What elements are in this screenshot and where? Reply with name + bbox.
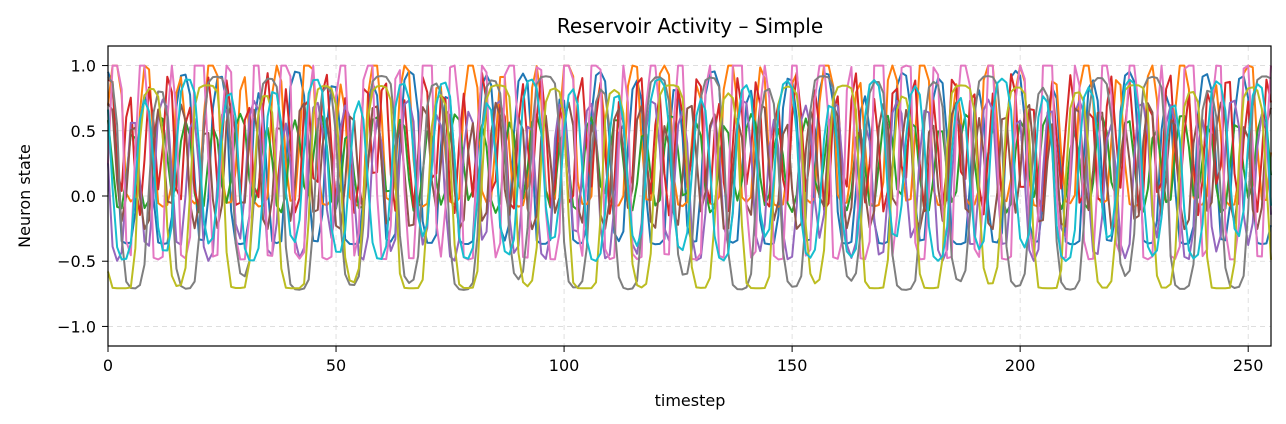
series-line-6 xyxy=(107,101,1272,231)
x-tick-label: 50 xyxy=(326,356,346,375)
x-tick-label: 0 xyxy=(103,356,113,375)
y-tick-label: 1.0 xyxy=(71,57,96,76)
x-tick-label: 200 xyxy=(1005,356,1036,375)
series-line-9 xyxy=(107,84,1272,290)
series-line-5 xyxy=(107,98,1272,262)
x-tick-label: 250 xyxy=(1233,356,1264,375)
x-axis-label: timestep xyxy=(655,391,726,410)
series-line-10 xyxy=(107,77,1272,263)
y-tick-label: 0.0 xyxy=(71,187,96,206)
x-tick-label: 150 xyxy=(777,356,808,375)
series-line-8 xyxy=(107,75,1272,291)
y-tick-label: 0.5 xyxy=(71,122,96,141)
ticks: 0 50 100 150 200 250 −1.0 −0.5 0.0 0.5 1.0 xyxy=(57,57,1263,375)
y-tick-label: −1.0 xyxy=(57,317,96,336)
series-layer xyxy=(107,64,1272,291)
chart-title: Reservoir Activity – Simple xyxy=(557,14,823,38)
y-axis-label: Neuron state xyxy=(15,144,34,248)
x-tick-label: 100 xyxy=(549,356,580,375)
y-tick-label: −0.5 xyxy=(57,252,96,271)
